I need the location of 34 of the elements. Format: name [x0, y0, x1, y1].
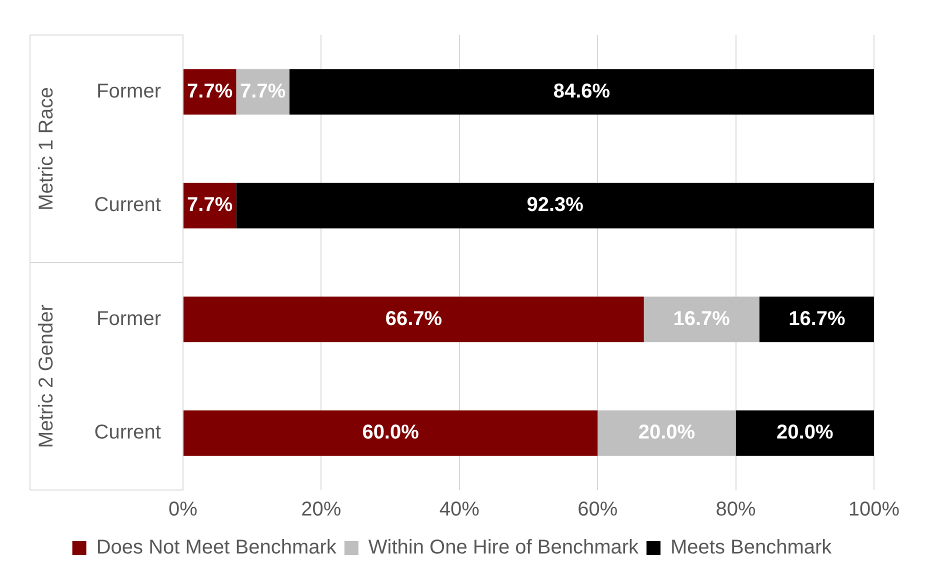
text: Metric 2 Gender — [36, 304, 58, 448]
data-label: 7.7% — [187, 194, 233, 216]
x-tick-label: 100% — [848, 498, 900, 521]
data-label: 84.6% — [553, 80, 610, 102]
y-tick-label: Current — [94, 422, 162, 444]
data-label: 20.0% — [638, 422, 696, 444]
text: Metric 1 Race — [36, 87, 58, 210]
x-tick-label: 80% — [716, 498, 756, 521]
x-tick-label: 20% — [301, 498, 342, 521]
data-label: 20.0% — [776, 422, 834, 444]
legend-label: Within One Hire of Benchmark — [368, 536, 640, 559]
data-label: 7.7% — [240, 80, 286, 102]
data-label: 92.3% — [526, 194, 584, 216]
bar — [289, 69, 874, 115]
legend-label: Meets Benchmark — [670, 536, 833, 559]
bar — [236, 182, 874, 228]
data-label: 16.7% — [788, 308, 846, 330]
data-label: 66.7% — [385, 308, 442, 330]
y-tick-label: Former — [96, 308, 162, 330]
data-label: 16.7% — [673, 308, 730, 330]
bar — [644, 296, 760, 342]
x-tick-label: 40% — [439, 498, 480, 521]
bar — [184, 410, 598, 456]
data-label: 60.0% — [362, 422, 420, 444]
bar — [184, 296, 644, 342]
bar — [759, 296, 874, 342]
data-label: 7.7% — [187, 80, 233, 102]
bar — [598, 410, 736, 456]
y-tick-label: Current — [94, 194, 162, 216]
x-tick-label: 0% — [168, 498, 198, 521]
y-tick-label: Former — [96, 80, 162, 102]
bar — [736, 410, 874, 456]
x-tick-label: 60% — [578, 498, 618, 521]
legend-label: Does Not Meet Benchmark — [96, 536, 338, 559]
